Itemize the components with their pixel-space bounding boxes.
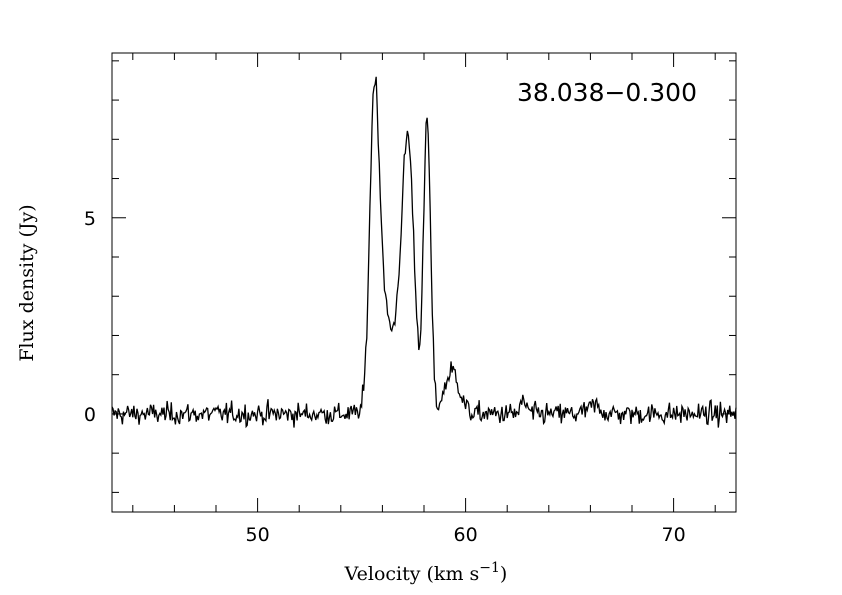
- y-tick-label: 0: [84, 404, 96, 426]
- spectrum-line: [111, 76, 737, 429]
- source-name-annotation: 38.038−0.300: [517, 78, 697, 107]
- x-tick-label: 70: [662, 524, 686, 546]
- plot-frame: [111, 52, 737, 513]
- x-axis-label-main: Velocity (km s: [344, 563, 480, 585]
- x-tick-label: 60: [454, 524, 478, 546]
- x-tick-label: 50: [246, 524, 270, 546]
- tick-labels: 50 60 70 0 5: [84, 208, 686, 546]
- x-axis-label-close: ): [500, 563, 507, 585]
- y-tick-label: 5: [84, 208, 96, 230]
- y-axis-label: Flux density (Jy): [16, 204, 38, 361]
- x-axis-label-sup: −1: [479, 560, 500, 576]
- x-axis-label: Velocity (km s−1): [344, 560, 508, 585]
- axis-ticks: [112, 53, 736, 512]
